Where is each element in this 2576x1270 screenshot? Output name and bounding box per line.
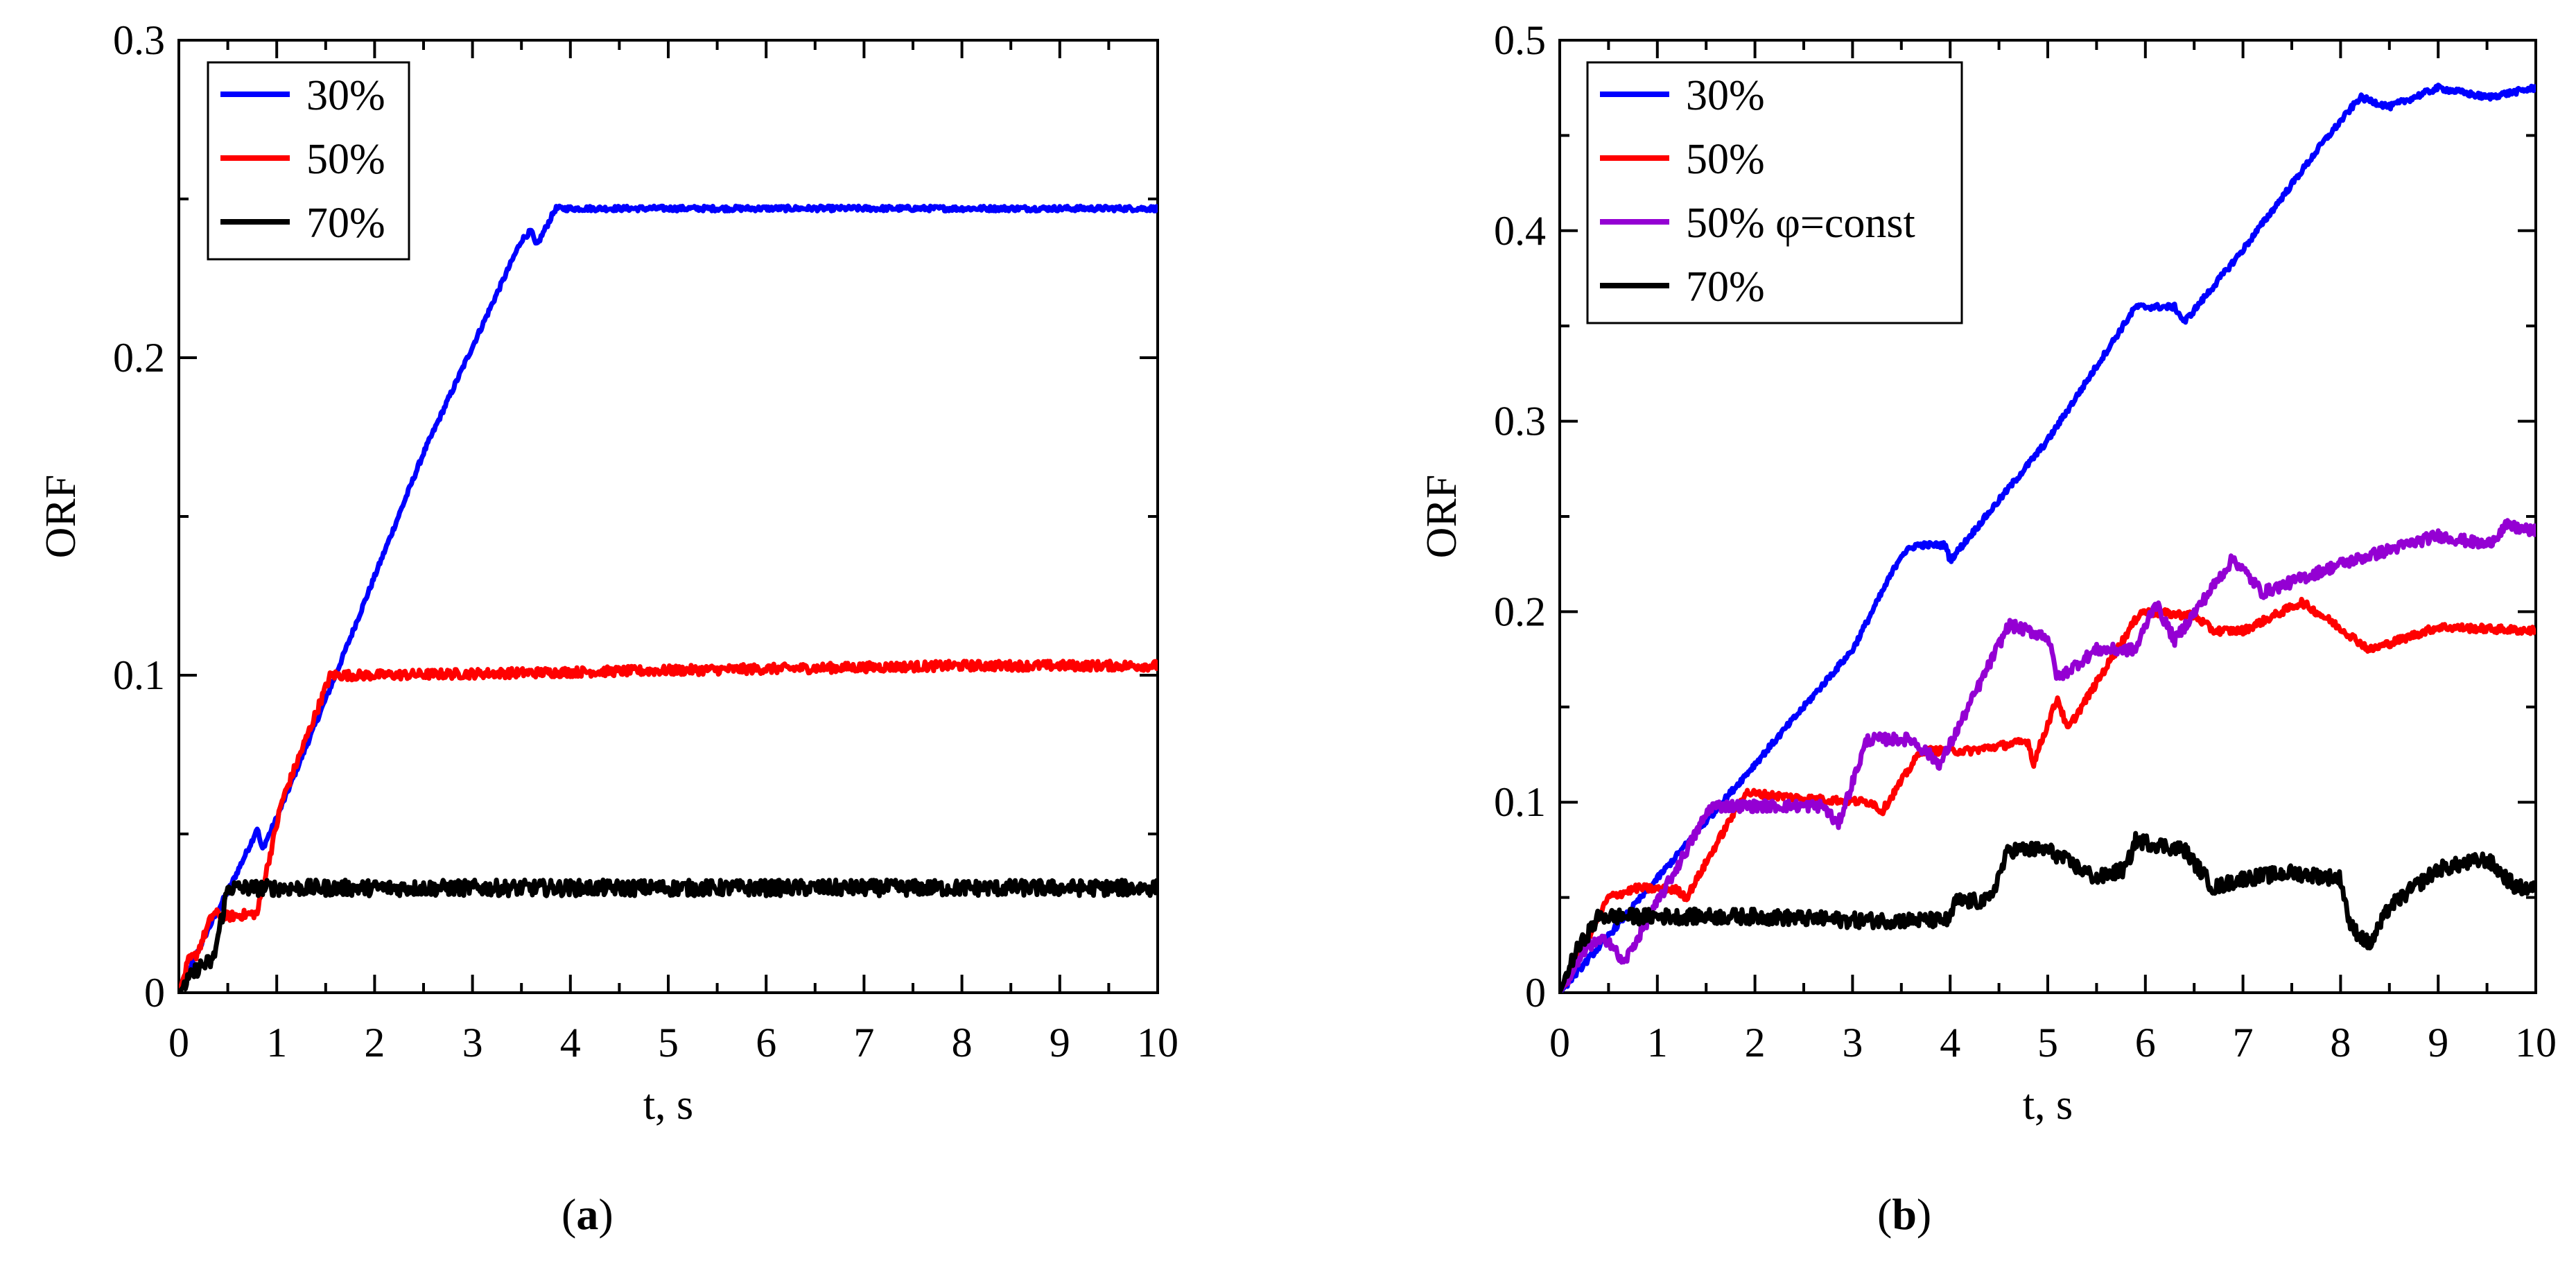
chart-b: 0 1 2 3 4 5 6 7 8 9 10 0 0.1 0.2 0.3 0.4 0.5 t, s ORF 30% 50… [1418, 17, 2557, 1129]
legend-label: 30% [1686, 72, 1765, 119]
panel-a: 0 1 2 3 4 5 6 7 8 9 10 0 0.1 0.2 0.3 t, s ORF 30% 50% 70% (… [37, 17, 1178, 1239]
y-axis-label: ORF [1418, 475, 1465, 559]
x-tick-label: 3 [462, 1020, 483, 1065]
series-line-1 [179, 659, 1158, 993]
y-axis-label: ORF [37, 475, 85, 559]
caption-a: (a) [562, 1190, 613, 1239]
caption-b-label: b [1892, 1190, 1917, 1239]
legend-box [1586, 61, 1963, 324]
x-axis-label: t, s [643, 1081, 693, 1129]
x-tick-label: 1 [266, 1020, 287, 1065]
x-tick-label: 6 [2135, 1020, 2156, 1065]
legend-label: 30% [306, 72, 385, 119]
x-tick-label: 4 [560, 1020, 581, 1065]
y-tick-label: 0 [1525, 970, 1546, 1016]
x-tick-label: 3 [1842, 1020, 1863, 1065]
x-tick-label: 7 [2233, 1020, 2254, 1065]
x-tick-label: 2 [364, 1020, 385, 1065]
caption-a-label: a [576, 1190, 599, 1239]
legend-label: 50% [306, 136, 385, 183]
x-tick-label: 7 [853, 1020, 874, 1065]
panel-b: 0 1 2 3 4 5 6 7 8 9 10 0 0.1 0.2 0.3 0.4 0.5 t, s ORF 30% 50… [1288, 0, 2576, 1270]
series-line-2 [1560, 518, 2536, 993]
x-tick-label: 0 [1549, 1020, 1570, 1065]
y-tick-label: 0.1 [113, 652, 165, 698]
series-line-3 [1560, 830, 2536, 993]
x-tick-label: 4 [1940, 1020, 1960, 1065]
series-line-1 [1560, 596, 2536, 993]
y-tick-label: 0.3 [1494, 399, 1546, 444]
legend-label: 50% [1686, 136, 1765, 183]
series-line-0 [179, 203, 1158, 993]
x-tick-label: 9 [1050, 1020, 1070, 1065]
x-tick-label: 10 [2515, 1020, 2557, 1065]
caption-b: (b) [1877, 1190, 1932, 1239]
x-tick-label: 0 [168, 1020, 189, 1065]
x-tick-label: 9 [2428, 1020, 2448, 1065]
y-tick-label: 0 [144, 970, 165, 1016]
x-tick-label: 6 [756, 1020, 776, 1065]
x-tick-label: 5 [2037, 1020, 2058, 1065]
y-tick-label: 0.2 [1494, 589, 1546, 634]
legend-label: 70% [306, 200, 385, 247]
legend-label: 50% φ=const [1686, 200, 1915, 247]
series-line-2 [179, 877, 1158, 993]
y-tick-label: 0.4 [1494, 208, 1546, 254]
y-tick-label: 0.1 [1494, 779, 1546, 825]
y-tick-label: 0.3 [113, 17, 165, 63]
x-tick-label: 8 [952, 1020, 973, 1065]
x-tick-label: 2 [1745, 1020, 1766, 1065]
chart-a: 0 1 2 3 4 5 6 7 8 9 10 0 0.1 0.2 0.3 t, s ORF 30% 50% 70% [37, 17, 1178, 1129]
legend-label: 70% [1686, 263, 1765, 311]
x-tick-label: 8 [2330, 1020, 2351, 1065]
x-tick-label: 1 [1647, 1020, 1668, 1065]
y-tick-label: 0.2 [113, 335, 165, 381]
x-tick-label: 5 [658, 1020, 679, 1065]
x-tick-label: 10 [1137, 1020, 1178, 1065]
y-tick-label: 0.5 [1494, 17, 1546, 63]
x-axis-label: t, s [2023, 1081, 2073, 1129]
